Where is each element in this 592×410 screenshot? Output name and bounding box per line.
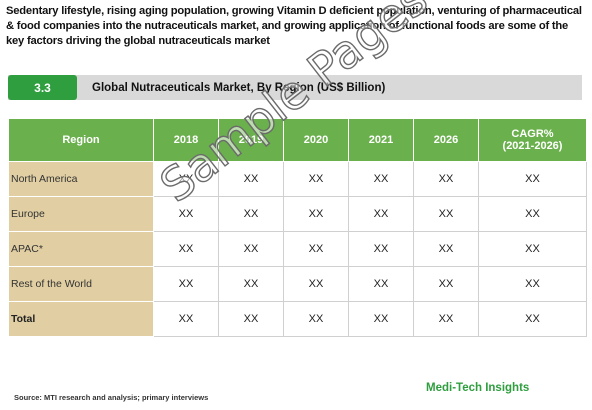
market-table: Region 2018 2019 2020 2021 2026 CAGR% (2… xyxy=(8,118,587,337)
value-cell: XX xyxy=(283,161,349,197)
value-cell: XX xyxy=(348,161,414,197)
region-cell: North America xyxy=(8,161,154,197)
value-cell: XX xyxy=(283,266,349,302)
value-cell: XX xyxy=(413,161,479,197)
region-cell: APAC* xyxy=(8,231,154,267)
value-cell: XX xyxy=(218,196,284,232)
header-cagr: CAGR% (2021-2026) xyxy=(478,118,587,162)
value-cell: XX xyxy=(283,231,349,267)
value-cell: XX xyxy=(218,231,284,267)
value-cell: XX xyxy=(413,266,479,302)
value-cell: XX xyxy=(478,196,587,232)
value-cell: XX xyxy=(153,196,219,232)
value-cell: XX xyxy=(348,266,414,302)
header-cagr-label: CAGR% xyxy=(511,128,554,140)
value-cell: XX xyxy=(283,301,349,337)
header-2020: 2020 xyxy=(283,118,349,162)
region-cell: Europe xyxy=(8,196,154,232)
section-heading-bar: 3.3 Global Nutraceuticals Market, By Reg… xyxy=(8,75,582,100)
table-row: North America XX XX XX XX XX XX xyxy=(8,161,587,197)
region-cell-total: Total xyxy=(8,301,154,337)
header-2026: 2026 xyxy=(413,118,479,162)
value-cell: XX xyxy=(478,301,587,337)
header-2019: 2019 xyxy=(218,118,284,162)
section-title: Global Nutraceuticals Market, By Region … xyxy=(92,81,386,94)
value-cell: XX xyxy=(218,161,284,197)
table-row-total: Total XX XX XX XX XX XX xyxy=(8,301,587,337)
value-cell: XX xyxy=(413,301,479,337)
value-cell: XX xyxy=(348,231,414,267)
header-2021: 2021 xyxy=(348,118,414,162)
header-2018: 2018 xyxy=(153,118,219,162)
value-cell: XX xyxy=(153,301,219,337)
value-cell: XX xyxy=(153,161,219,197)
value-cell: XX xyxy=(478,161,587,197)
value-cell: XX xyxy=(348,196,414,232)
section-number-badge: 3.3 xyxy=(8,75,77,100)
value-cell: XX xyxy=(283,196,349,232)
value-cell: XX xyxy=(478,231,587,267)
header-cagr-period: (2021-2026) xyxy=(502,140,563,152)
value-cell: XX xyxy=(153,231,219,267)
region-cell: Rest of the World xyxy=(8,266,154,302)
value-cell: XX xyxy=(413,196,479,232)
value-cell: XX xyxy=(348,301,414,337)
value-cell: XX xyxy=(413,231,479,267)
value-cell: XX xyxy=(218,266,284,302)
value-cell: XX xyxy=(153,266,219,302)
value-cell: XX xyxy=(478,266,587,302)
table-header-row: Region 2018 2019 2020 2021 2026 CAGR% (2… xyxy=(8,118,587,162)
brand-logo-text: Medi-Tech Insights xyxy=(426,382,530,394)
table-row: Europe XX XX XX XX XX XX xyxy=(8,196,587,232)
table-row: Rest of the World XX XX XX XX XX XX xyxy=(8,266,587,302)
intro-paragraph: Sedentary lifestyle, rising aging popula… xyxy=(6,5,582,47)
value-cell: XX xyxy=(218,301,284,337)
source-note: Source: MTI research and analysis; prima… xyxy=(14,393,209,402)
header-region: Region xyxy=(8,118,154,162)
table-row: APAC* XX XX XX XX XX XX xyxy=(8,231,587,267)
